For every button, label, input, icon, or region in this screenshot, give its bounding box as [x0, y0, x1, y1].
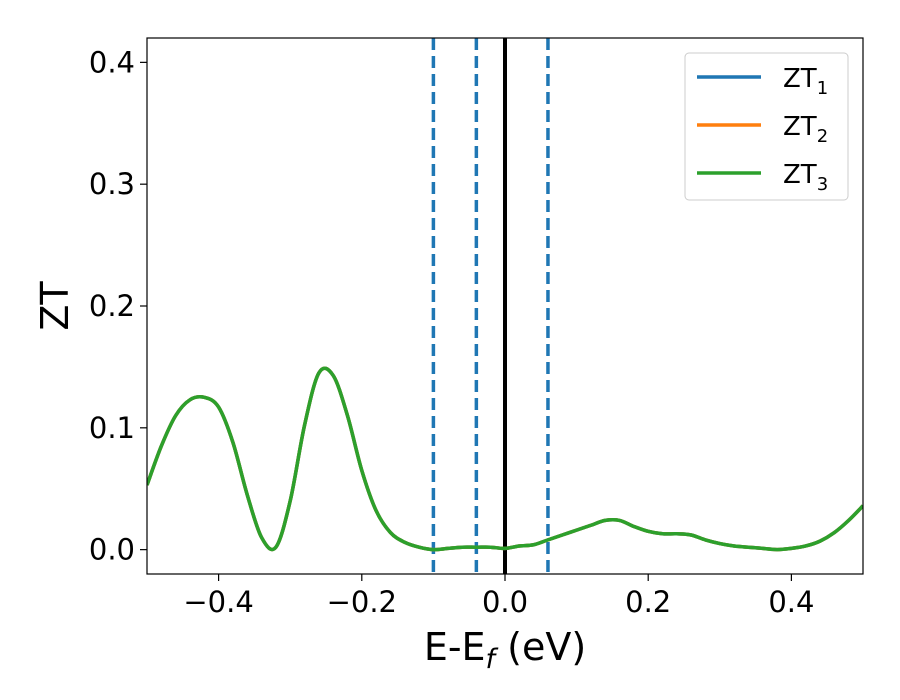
x-axis-label-unit: (eV) — [495, 625, 586, 669]
x-axis-label-main: E-E — [424, 625, 486, 669]
y-axis-ticks: 0.0 0.1 0.2 0.3 0.4 — [89, 45, 147, 567]
y-tick-label: 0.2 — [89, 289, 135, 323]
x-tick-label: −0.4 — [183, 585, 253, 619]
legend-label-main: ZT — [783, 64, 817, 94]
legend-box — [684, 52, 849, 201]
y-tick-label: 0.3 — [89, 167, 135, 201]
legend-label: ZT3 — [783, 160, 828, 195]
legend-label-main: ZT — [783, 160, 817, 190]
y-tick-label: 0.1 — [89, 411, 135, 445]
y-tick-label: 0.0 — [89, 533, 135, 567]
legend-label-subscript: 3 — [817, 174, 828, 195]
series-lines — [147, 366, 863, 552]
x-tick-label: 0.2 — [625, 585, 671, 619]
y-tick-label: 0.4 — [89, 45, 135, 79]
legend-label: ZT1 — [783, 64, 828, 99]
x-axis-label: E-Ef (eV) — [424, 625, 586, 675]
reference-lines — [431, 38, 550, 574]
legend-label-subscript: 1 — [817, 78, 828, 99]
x-axis-ticks: −0.4 −0.2 0.0 0.2 0.4 — [183, 574, 814, 619]
legend-label-main: ZT — [783, 112, 817, 142]
x-tick-label: 0.4 — [768, 585, 814, 619]
legend-label: ZT2 — [783, 112, 828, 147]
y-axis-label: ZT — [33, 281, 77, 331]
series-line-zt3 — [147, 366, 863, 552]
x-tick-label: 0.0 — [482, 585, 528, 619]
x-tick-label: −0.2 — [327, 585, 397, 619]
legend-label-subscript: 2 — [817, 126, 828, 147]
